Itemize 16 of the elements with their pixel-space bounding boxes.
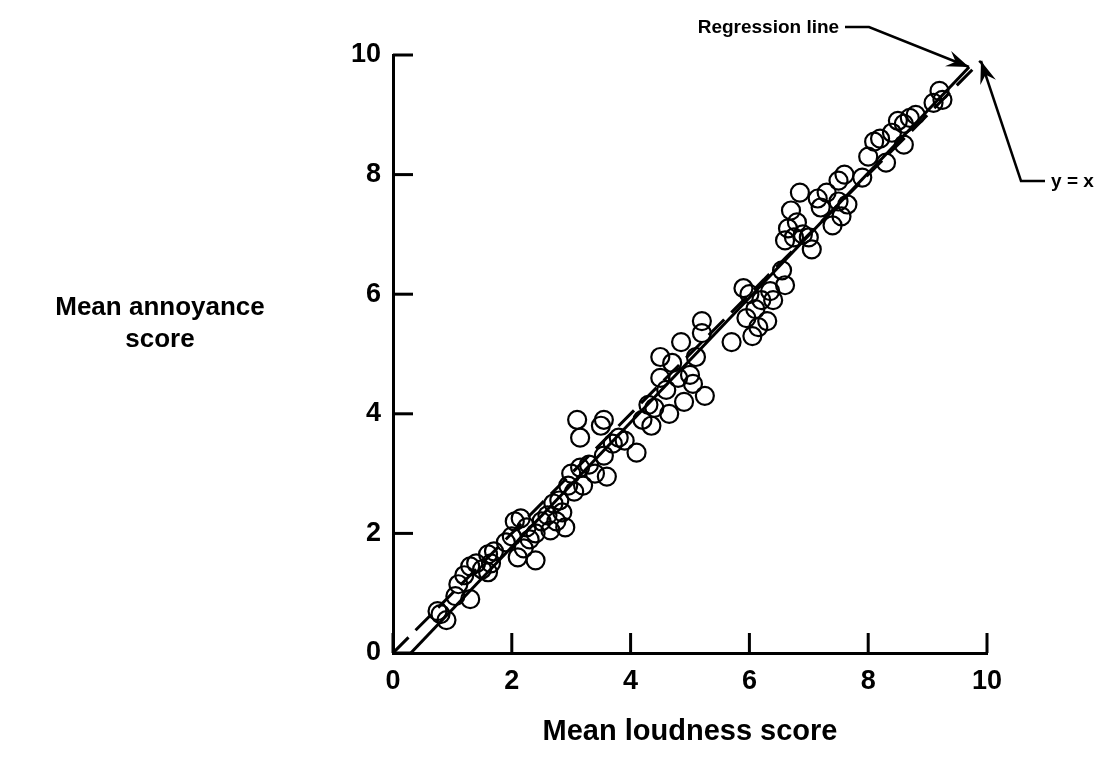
y-tick-label: 0 (365, 636, 381, 667)
x-axis-title: Mean loudness score (542, 713, 838, 746)
y-tick-label: 10 (350, 38, 381, 69)
x-tick-label: 2 (504, 664, 520, 695)
y-tick-label: 4 (365, 397, 381, 428)
y-tick-label: 6 (365, 277, 381, 308)
x-tick-label: 6 (741, 664, 757, 695)
annotation: Regression line (697, 15, 840, 38)
x-tick-label: 10 (971, 664, 1003, 695)
x-tick-label: 8 (860, 664, 876, 695)
x-tick-label: 0 (385, 664, 401, 695)
x-tick-label: 4 (623, 664, 639, 695)
y-tick-label: 2 (365, 516, 381, 547)
y-tick-label: 8 (365, 158, 381, 189)
annotation: y = x (1051, 169, 1094, 192)
y-axis-title: Mean annoyance score (55, 291, 265, 354)
